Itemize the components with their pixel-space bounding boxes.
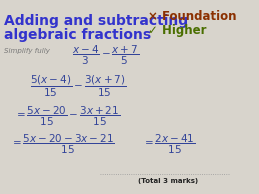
Text: (Total 3 marks): (Total 3 marks) (138, 178, 198, 184)
Text: Simplify fully: Simplify fully (4, 48, 50, 54)
Text: algebraic fractions: algebraic fractions (4, 28, 151, 42)
Text: $\dfrac{5(x-4)}{15} - \dfrac{3(x+7)}{15}$: $\dfrac{5(x-4)}{15} - \dfrac{3(x+7)}{15}… (30, 74, 126, 99)
Text: $= \dfrac{5x-20}{15} - \dfrac{3x+21}{15}$: $= \dfrac{5x-20}{15} - \dfrac{3x+21}{15}… (14, 105, 120, 128)
Text: $= \dfrac{2x-41}{15}$: $= \dfrac{2x-41}{15}$ (142, 133, 195, 156)
Text: $= \dfrac{5x-20-3x-21}{15}$: $= \dfrac{5x-20-3x-21}{15}$ (10, 133, 115, 156)
Text: $\dfrac{x-4}{3} - \dfrac{x+7}{5}$: $\dfrac{x-4}{3} - \dfrac{x+7}{5}$ (72, 44, 139, 67)
Text: Adding and subtracting: Adding and subtracting (4, 14, 188, 28)
Text: ✓ Higher: ✓ Higher (148, 24, 206, 37)
Text: × Foundation: × Foundation (148, 10, 236, 23)
